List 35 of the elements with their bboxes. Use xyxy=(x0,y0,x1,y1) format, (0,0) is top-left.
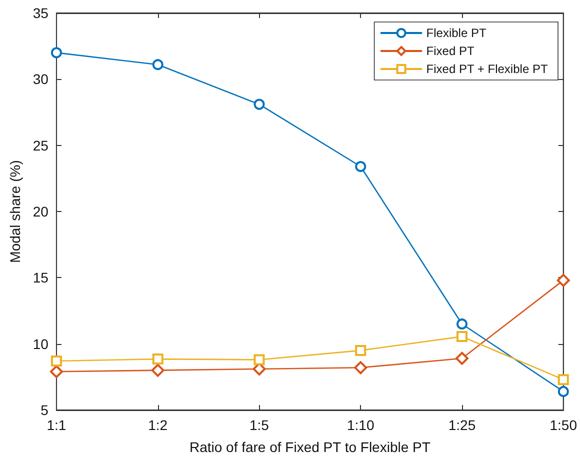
x-tick-label: 1:25 xyxy=(448,417,476,433)
y-tick-label: 35 xyxy=(32,5,49,21)
x-tick-label: 1:50 xyxy=(550,417,578,433)
point xyxy=(558,374,569,386)
point xyxy=(152,59,164,70)
point xyxy=(355,161,366,172)
point xyxy=(151,364,164,377)
y-tick-label: 30 xyxy=(32,71,49,88)
y-axis-title: Modal share (%) xyxy=(7,160,23,263)
x-axis-title: Ratio of fare of Fixed PT to Flexible PT xyxy=(189,439,431,455)
point xyxy=(455,352,468,365)
legend-label: Fixed PT + Flexible PT xyxy=(426,62,548,76)
y-tick-label: 10 xyxy=(32,336,49,352)
x-tick-label: 1:10 xyxy=(346,417,374,433)
x-tick-label: 1:5 xyxy=(250,417,270,433)
point xyxy=(355,344,366,356)
y-tick-label: 15 xyxy=(32,270,49,286)
x-tick-label: 1:1 xyxy=(46,417,66,433)
point xyxy=(254,98,265,110)
point xyxy=(50,365,63,378)
legend-label: Fixed PT xyxy=(426,44,475,58)
point xyxy=(354,361,368,374)
point xyxy=(456,331,468,342)
y-tick-label: 20 xyxy=(32,204,49,220)
point xyxy=(456,318,468,330)
point xyxy=(556,274,570,287)
point xyxy=(254,354,265,366)
point xyxy=(152,354,164,365)
x-tick-label: 1:2 xyxy=(148,417,168,433)
point xyxy=(50,47,62,58)
legend-label: Flexible PT xyxy=(426,26,487,40)
y-tick-label: 5 xyxy=(40,402,49,418)
point xyxy=(50,356,62,367)
y-tick-label: 25 xyxy=(32,137,49,154)
point xyxy=(558,386,569,397)
